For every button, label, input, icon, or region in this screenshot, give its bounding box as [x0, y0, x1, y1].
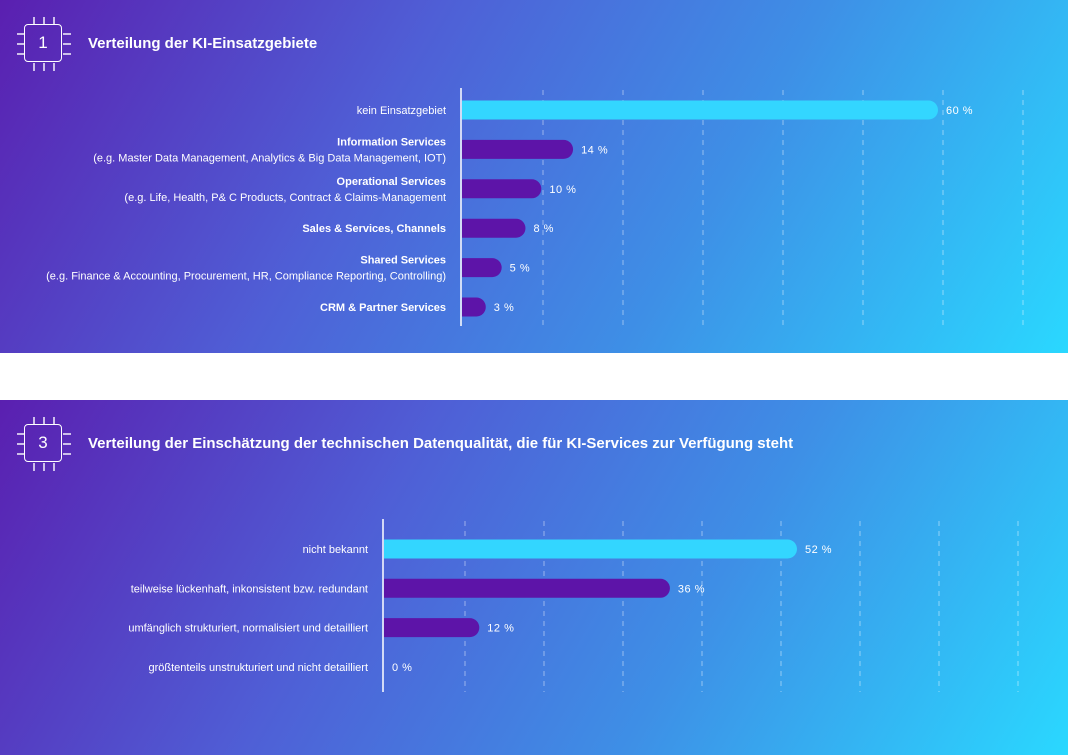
chart-title: Verteilung der Einschätzung der technisc…	[88, 435, 794, 452]
bar	[384, 539, 797, 559]
category-label: Operational Services	[337, 176, 446, 188]
chart-panel-1: 1 Verteilung der KI-Einsatzgebiete 60 % k…	[0, 0, 1068, 353]
value-label: 10 %	[549, 184, 576, 196]
bar	[384, 618, 480, 638]
value-label: 0 %	[392, 662, 412, 674]
bar	[462, 297, 486, 317]
category-label: Sales & Services, Channels	[302, 223, 446, 235]
category-label: teilweise lückenhaft, inkonsistent bzw. …	[131, 583, 368, 595]
bar-chart-ki-einsatzgebiete: 60 % kein Einsatzgebiet 14 % Information Se…	[46, 88, 1024, 326]
chart-title: Verteilung der KI-Einsatzgebiete	[88, 35, 318, 52]
category-sublabel: (e.g. Life, Health, P& C Products, Contr…	[124, 192, 446, 204]
chart-number: 3	[38, 433, 48, 452]
chart-number: 1	[38, 33, 48, 52]
category-label: Information Services	[337, 136, 446, 148]
bar-chart-datenqualitaet: 52 % nicht bekannt 36 % teilweise lückenhaf…	[128, 519, 1019, 692]
bar	[462, 179, 542, 199]
value-label: 14 %	[581, 144, 608, 156]
category-sublabel: (e.g. Master Data Management, Analytics …	[93, 152, 446, 164]
category-label: Shared Services	[360, 255, 446, 267]
chart-panel-3: 3 Verteilung der Einschätzung der techni…	[0, 400, 1068, 755]
bar	[462, 218, 526, 238]
value-label: 12 %	[487, 623, 514, 635]
value-label: 60 %	[946, 105, 973, 117]
value-label: 3 %	[494, 302, 514, 314]
bar	[462, 258, 502, 278]
value-label: 52 %	[805, 544, 832, 556]
bar	[462, 139, 574, 159]
value-label: 36 %	[678, 583, 705, 595]
bar	[384, 578, 670, 598]
category-label: nicht bekannt	[303, 544, 368, 556]
category-label: kein Einsatzgebiet	[357, 105, 446, 117]
category-label: größtenteils unstrukturiert und nicht de…	[149, 662, 369, 674]
category-label: umfänglich strukturiert, normalisiert un…	[128, 623, 368, 635]
value-label: 8 %	[533, 223, 553, 235]
category-label: CRM & Partner Services	[320, 302, 446, 314]
bar	[462, 100, 938, 120]
value-label: 5 %	[510, 263, 530, 275]
category-sublabel: (e.g. Finance & Accounting, Procurement,…	[46, 271, 446, 283]
